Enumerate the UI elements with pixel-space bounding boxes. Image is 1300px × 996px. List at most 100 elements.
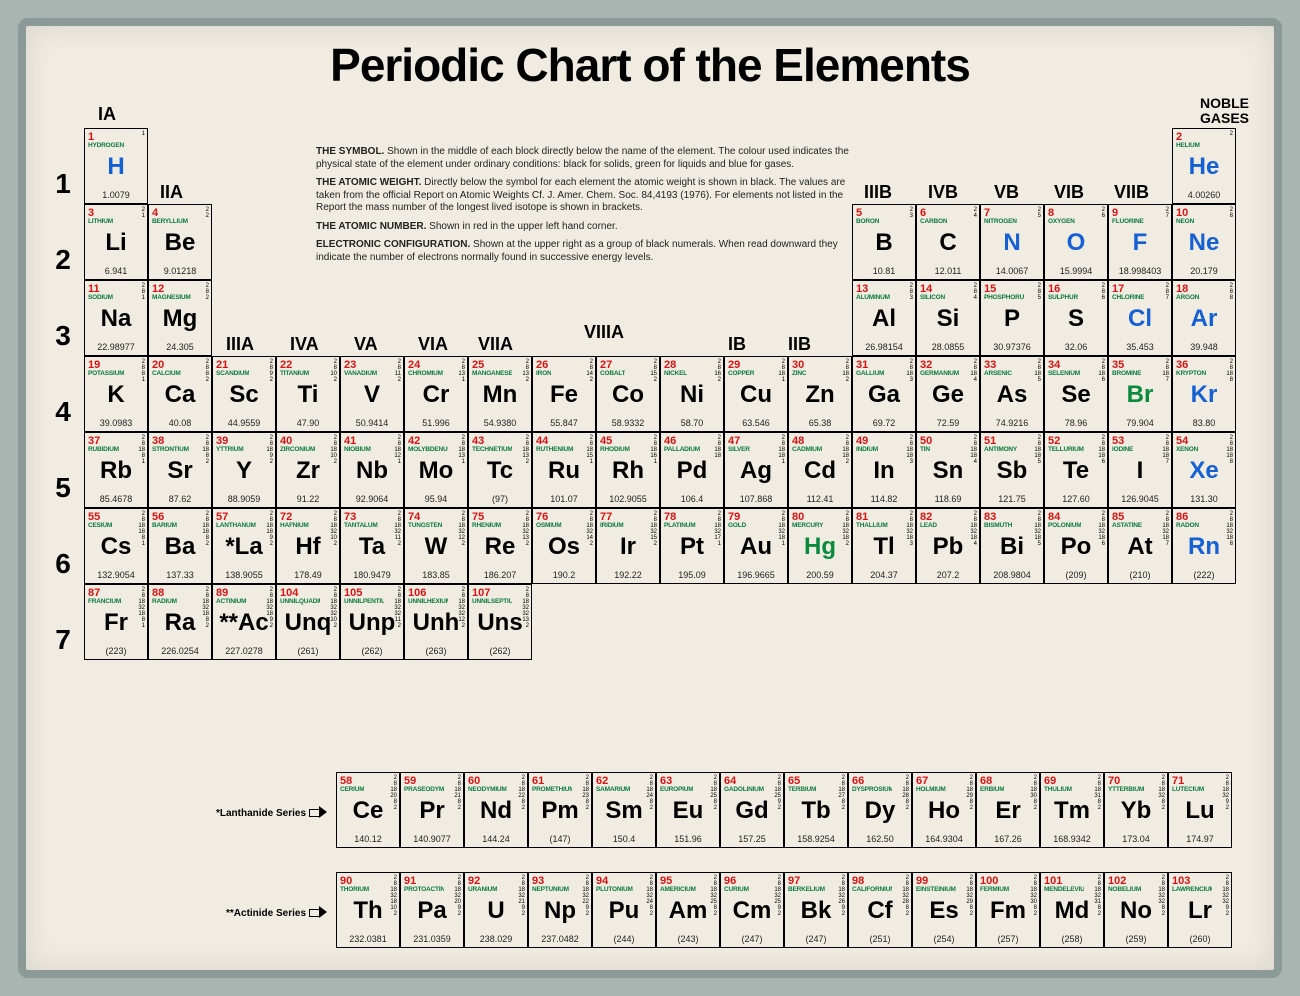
atomic-weight: 63.546 — [725, 418, 787, 428]
element-Ti: 22TITANIUM28102Ti47.90 — [276, 356, 340, 432]
element-symbol: Ar — [1173, 305, 1235, 333]
element-symbol: Sb — [981, 457, 1043, 485]
element-symbol: Cu — [725, 381, 787, 409]
element-name: PROTOACTINIUM — [404, 886, 444, 893]
atomic-weight: 151.96 — [657, 834, 719, 844]
element-symbol: H — [85, 153, 147, 181]
element-Re: 75RHENIUM281832132Re186.207 — [468, 508, 532, 584]
element-W: 74TUNGSTEN281832122W183.85 — [404, 508, 468, 584]
element-name: THORIUM — [340, 886, 369, 893]
element-Pb: 82LEAD281832184Pb207.2 — [916, 508, 980, 584]
element-name: HELIUM — [1176, 142, 1200, 149]
element-As: 33ARSENIC28185As74.9216 — [980, 356, 1044, 432]
chart-title: Periodic Chart of the Elements — [26, 38, 1274, 92]
atomic-weight: 85.4678 — [85, 494, 147, 504]
element-name: BROMINE — [1112, 370, 1141, 377]
element-In: 49INDIUM2818183In114.82 — [852, 432, 916, 508]
electron-config: 28102 — [330, 359, 337, 383]
atomic-weight: 137.33 — [149, 570, 211, 580]
atomic-weight: 15.9994 — [1045, 266, 1107, 276]
element-Tc: 43TECHNETIUM2818132Tc(97) — [468, 432, 532, 508]
element-name: TUNGSTEN — [408, 522, 442, 529]
atomic-weight: (97) — [469, 494, 531, 504]
element-Cd: 48CADMIUM2818182Cd112.41 — [788, 432, 852, 508]
electron-config: 281818 — [714, 435, 721, 459]
element-symbol: Am — [657, 897, 719, 925]
element-symbol: Fe — [533, 381, 595, 409]
element-Unh: 106UNNILHEXIUM28183232122Unh(263) — [404, 584, 468, 660]
atomic-weight: 22.98977 — [85, 342, 147, 352]
element-name: AMERICIUM — [660, 886, 696, 893]
atomic-weight: 200.59 — [789, 570, 851, 580]
element-name: ASTATINE — [1112, 522, 1142, 529]
element-name: MAGNESIUM — [152, 294, 191, 301]
group-label-IIIB: IIIB — [864, 182, 892, 203]
period-6: 6 — [48, 526, 78, 602]
element-name: ZIRCONIUM — [280, 446, 315, 453]
element-symbol: Br — [1109, 381, 1171, 409]
electron-config: 28186 — [1098, 359, 1105, 383]
atomic-weight: 87.62 — [149, 494, 211, 504]
electron-config: 28152 — [650, 359, 657, 383]
atomic-weight: 4.00260 — [1173, 190, 1235, 200]
atomic-weight: 47.90 — [277, 418, 339, 428]
atomic-weight: (209) — [1045, 570, 1107, 580]
element-name: LANTHANUM — [216, 522, 256, 529]
element-symbol: F — [1109, 229, 1171, 257]
element-name: HAFNIUM — [280, 522, 309, 529]
atomic-weight: 91.22 — [277, 494, 339, 504]
element-name: BERKELIUM — [788, 886, 825, 893]
element-symbol: Tl — [853, 533, 915, 561]
element-name: UNNILSEPTIUM — [472, 598, 512, 605]
element-symbol: Nb — [341, 457, 403, 485]
element-name: STRONTIUM — [152, 446, 189, 453]
electron-config: 22 — [206, 207, 209, 219]
element-Tl: 81THALLIUM281832183Tl204.37 — [852, 508, 916, 584]
element-name: PLUTONIUM — [596, 886, 633, 893]
element-name: CESIUM — [88, 522, 112, 529]
element-Au: 79GOLD281832181Au196.9665 — [724, 508, 788, 584]
element-Rh: 45RHODIUM2818161Rh102.9055 — [596, 432, 660, 508]
atomic-weight: (261) — [277, 646, 339, 656]
element-symbol: Rb — [85, 457, 147, 485]
element-symbol: Co — [597, 381, 659, 409]
element-name: URANIUM — [468, 886, 497, 893]
electron-config: 2892 — [270, 359, 273, 383]
element-name: MANGANESE — [472, 370, 512, 377]
element-name: LUTECIUM — [1172, 786, 1204, 793]
element-symbol: Rh — [597, 457, 659, 485]
atomic-weight: 195.09 — [661, 570, 723, 580]
element-name: SELENIUM — [1048, 370, 1080, 377]
electron-config: 28185 — [1034, 359, 1041, 383]
element-symbol: Sr — [149, 457, 211, 485]
atomic-weight: 9.01218 — [149, 266, 211, 276]
atomic-weight: 72.59 — [917, 418, 979, 428]
atomic-weight: 78.96 — [1045, 418, 1107, 428]
group-label-VIIA: VIIA — [478, 334, 513, 355]
atomic-weight: 174.97 — [1169, 834, 1231, 844]
element-I: 53IODINE2818187I126.9045 — [1108, 432, 1172, 508]
electron-config: 28184 — [970, 359, 977, 383]
element-Ar: 18ARGON288Ar39.948 — [1172, 280, 1236, 356]
element-Sr: 38STRONTIUM281882Sr87.62 — [148, 432, 212, 508]
period-4: 4 — [48, 374, 78, 450]
element-name: SILICON — [920, 294, 945, 301]
element-symbol: At — [1109, 533, 1171, 561]
atomic-weight: (222) — [1173, 570, 1235, 580]
element-name: RADIUM — [152, 598, 177, 605]
element-name: COPPER — [728, 370, 754, 377]
element-symbol: He — [1173, 153, 1235, 181]
element-symbol: Sn — [917, 457, 979, 485]
element-symbol: Cs — [85, 533, 147, 561]
element-name: HOLMIUM — [916, 786, 946, 793]
atomic-weight: 196.9665 — [725, 570, 787, 580]
atomic-weight: (259) — [1105, 934, 1167, 944]
atomic-weight: 39.0983 — [85, 418, 147, 428]
element-name: CADMIUM — [792, 446, 822, 453]
atomic-weight: (243) — [657, 934, 719, 944]
element-symbol: I — [1109, 457, 1171, 485]
element-symbol: Ra — [149, 609, 211, 637]
element-symbol: Mn — [469, 381, 531, 409]
element-symbol: Tb — [785, 797, 847, 825]
element-name: IRON — [536, 370, 551, 377]
